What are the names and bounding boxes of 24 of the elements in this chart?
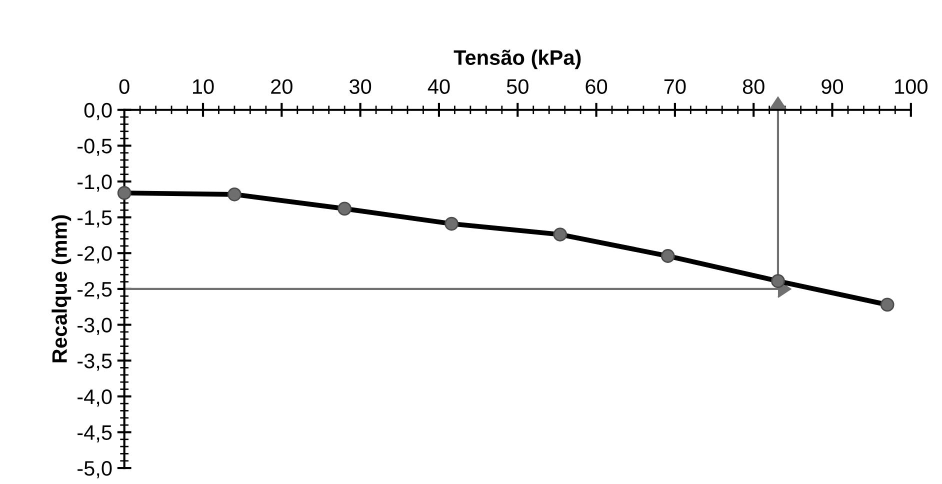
y-axis-title: Recalque (mm) (52, 215, 72, 362)
y-tick-label: -4,5 (78, 425, 112, 442)
x-tick-label: 90 (822, 79, 844, 94)
y-tick-label: -3,0 (78, 318, 112, 335)
x-tick-label: 50 (506, 79, 528, 94)
x-tick-label: 30 (350, 79, 372, 94)
x-tick-label: 20 (271, 79, 292, 94)
x-tick-label: 40 (428, 79, 450, 94)
y-tick-label: -2,0 (78, 246, 112, 264)
x-tick-label: 60 (586, 79, 608, 94)
y-tick-label: -0,5 (78, 138, 112, 156)
y-tick-label: -5,0 (78, 461, 112, 478)
y-tick-label: 0,0 (84, 102, 112, 120)
x-tick-label: 80 (742, 79, 764, 94)
y-tick-label: -1,0 (78, 174, 112, 192)
y-tick-label: -2,5 (78, 282, 112, 300)
x-tick-label: 100 (895, 79, 928, 94)
y-tick-label: -3,5 (78, 354, 112, 371)
x-axis-title: Tensão (kPa) (454, 50, 581, 70)
y-tick-label: -4,0 (78, 389, 112, 407)
x-tick-label: 0 (119, 79, 130, 94)
x-tick-label: 70 (664, 79, 686, 94)
y-tick-label: -1,5 (78, 210, 112, 228)
x-tick-label: 10 (193, 79, 214, 94)
